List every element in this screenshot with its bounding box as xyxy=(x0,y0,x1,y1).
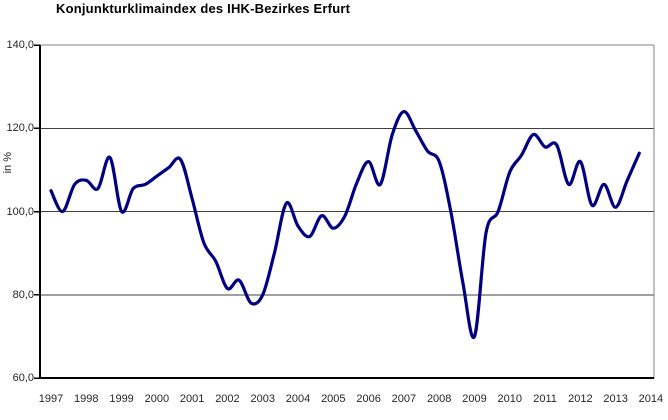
x-axis-tick-label: 2002 xyxy=(215,393,240,405)
y-axis-tick-label: 140,0 xyxy=(6,39,34,51)
x-axis-tick-label: 2012 xyxy=(568,393,593,405)
y-axis-tick-label: 100,0 xyxy=(6,205,34,218)
x-axis-tick-label: 2004 xyxy=(285,393,311,405)
x-axis-tick-label: 2000 xyxy=(144,393,170,405)
x-axis-tick-label: 2008 xyxy=(426,393,452,405)
y-axis-tick-label: 120,0 xyxy=(6,122,34,135)
x-axis-tick-label: 2014 xyxy=(638,393,664,405)
x-axis-tick-label: 2006 xyxy=(356,393,381,405)
x-axis-tick-label: 1998 xyxy=(74,393,99,405)
x-axis-tick-label: 1997 xyxy=(38,393,64,405)
x-axis-tick-label: 2001 xyxy=(179,393,205,405)
x-axis-tick-label: 2007 xyxy=(391,393,417,405)
index-line xyxy=(49,110,641,340)
x-axis-tick-label: 2010 xyxy=(497,393,522,405)
y-axis-tick-label: 60,0 xyxy=(12,372,34,384)
x-axis-tick-label: 2005 xyxy=(321,393,346,405)
x-axis-tick-label: 2013 xyxy=(603,393,628,405)
y-axis-tick-label: 80,0 xyxy=(12,288,34,301)
chart-title: Konjunkturklimaindex des IHK-Bezirkes Er… xyxy=(56,1,351,16)
x-axis-tick-label: 2003 xyxy=(250,393,275,405)
x-axis-tick-label: 1999 xyxy=(109,393,134,405)
x-axis-tick-label: 2009 xyxy=(462,393,487,405)
x-axis-tick-label: 2011 xyxy=(533,393,557,405)
